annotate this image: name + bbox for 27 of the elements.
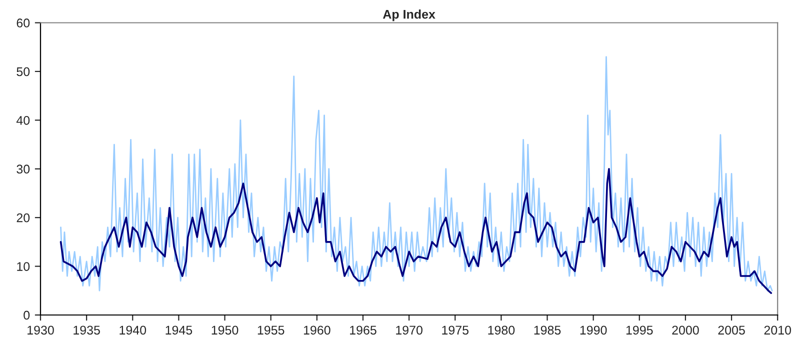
line-series — [60, 56, 773, 292]
x-tick-label: 1950 — [212, 326, 238, 335]
x-tick-label: 2005 — [718, 326, 745, 335]
x-tick-label: 1975 — [442, 326, 468, 335]
x-tick-label: 1965 — [350, 326, 376, 335]
x-tick-label: 1995 — [626, 326, 653, 335]
x-tick-label: 1980 — [488, 326, 515, 335]
y-tick-label: 10 — [17, 262, 30, 271]
x-tick-label: 1955 — [258, 326, 284, 335]
x-tick-label: 1935 — [74, 326, 100, 335]
x-tick-label: 2000 — [672, 326, 699, 335]
x-tick-label: 1940 — [120, 326, 146, 335]
x-tick-label: 1970 — [396, 326, 422, 335]
x-tick-label: 1985 — [534, 326, 561, 335]
y-tick-label: 60 — [16, 18, 30, 28]
x-tick-label: 1990 — [580, 326, 607, 335]
x-tick-label: 1930 — [28, 326, 54, 335]
line-series — [60, 168, 772, 294]
x-tick-label: 1945 — [166, 326, 192, 335]
y-tick-label: 20 — [16, 213, 30, 222]
y-tick-label: 40 — [16, 116, 30, 125]
x-tick-label: 2010 — [764, 326, 792, 335]
chart-title: Ap Index — [382, 10, 436, 22]
y-tick-label: 30 — [16, 164, 30, 174]
y-tick-label: 0 — [24, 310, 30, 320]
x-tick-label: 1960 — [304, 326, 330, 335]
y-tick-label: 50 — [16, 67, 30, 76]
